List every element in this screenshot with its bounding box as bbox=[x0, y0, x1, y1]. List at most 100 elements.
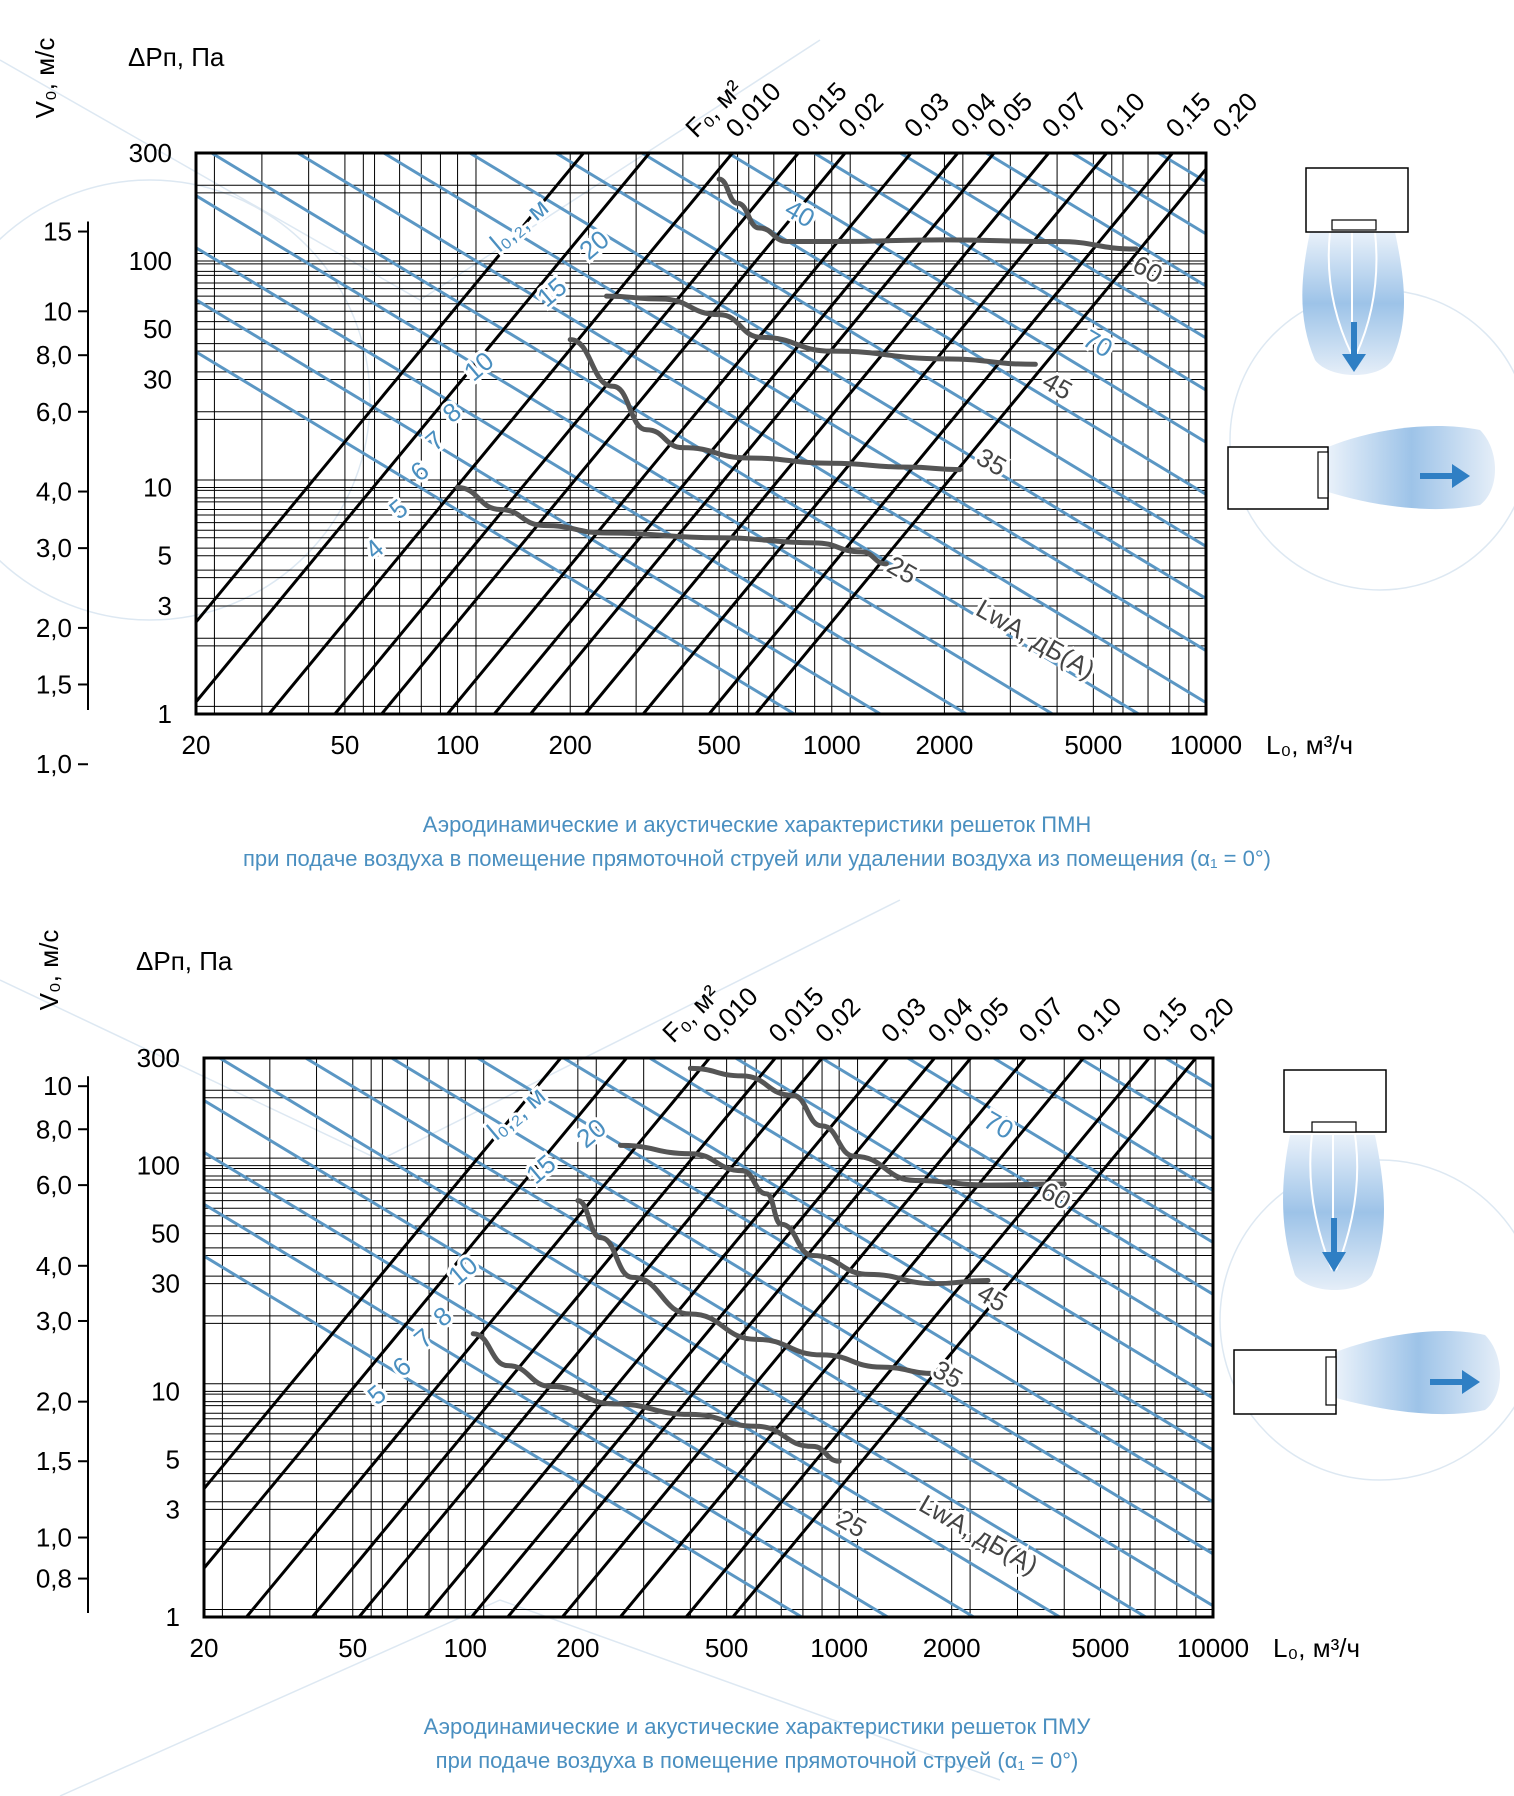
throw-line bbox=[555, 153, 1206, 549]
throw-line-label: 7 bbox=[408, 1322, 438, 1354]
throw-line bbox=[204, 1098, 1061, 1617]
x-tick-label: 2000 bbox=[923, 1633, 981, 1663]
area-line-label: 0,03 bbox=[898, 86, 955, 143]
area-line-label: 0,05 bbox=[981, 86, 1038, 143]
throw-line bbox=[813, 153, 1206, 392]
area-line-label: 0,03 bbox=[875, 991, 932, 1048]
y-tick-label: 300 bbox=[137, 1043, 180, 1073]
x-tick-label: 10000 bbox=[1177, 1633, 1249, 1663]
noise-line-label: 35 bbox=[928, 1354, 968, 1394]
throw-line bbox=[196, 193, 1054, 714]
y-tick-label: 10 bbox=[151, 1376, 180, 1406]
throw-line bbox=[204, 1150, 975, 1617]
chart-pmu: 20 50 100 200 500 1000 2000 5000 10000 L₀, м³/ч 1 3… bbox=[34, 930, 1360, 1663]
grid bbox=[196, 153, 1206, 714]
y-tick-label: 100 bbox=[137, 1151, 180, 1181]
throw-line bbox=[727, 153, 1206, 444]
area-line bbox=[423, 1058, 890, 1617]
throw-line bbox=[906, 1058, 1213, 1245]
series-curve-45 bbox=[603, 293, 1038, 367]
area-line bbox=[204, 1058, 628, 1571]
area-line bbox=[245, 1058, 711, 1617]
series-curve-25 bbox=[455, 485, 889, 567]
series-curve-45 bbox=[617, 1142, 991, 1287]
v-tick-label: 6,0 bbox=[36, 1170, 72, 1200]
caption-pmn-line2: при подаче воздуха в помещение прямоточн… bbox=[243, 846, 1271, 871]
throw-line bbox=[820, 1058, 1213, 1297]
throw-line bbox=[992, 1058, 1213, 1193]
area-line-label: 0,10 bbox=[1094, 86, 1151, 143]
area-line-label: 0,15 bbox=[1160, 86, 1217, 143]
area-line bbox=[380, 153, 847, 714]
area-line-label: 0,15 bbox=[1136, 991, 1193, 1048]
v-tick-label: 4,0 bbox=[36, 1251, 72, 1281]
throw-line bbox=[196, 245, 968, 714]
throw-line bbox=[204, 1202, 889, 1617]
x-tick-label: 100 bbox=[436, 730, 479, 760]
throw-and-noise-lines bbox=[196, 153, 1206, 714]
y-tick-label: 1 bbox=[158, 699, 172, 729]
x-tick-label: 500 bbox=[697, 730, 740, 760]
v-tick-label: 2,0 bbox=[36, 613, 72, 643]
area-line bbox=[267, 153, 734, 714]
x-tick-label: 5000 bbox=[1072, 1633, 1130, 1663]
area-lines bbox=[204, 1058, 1198, 1617]
throw-line-label: 20 bbox=[573, 224, 614, 266]
x-tick-label: 5000 bbox=[1064, 730, 1122, 760]
throw-line bbox=[641, 153, 1206, 497]
caption-pmu-line2: при подаче воздуха в помещение прямоточн… bbox=[435, 1748, 1079, 1773]
v-tick-label: 0,8 bbox=[36, 1564, 72, 1594]
noise-line-label: 70 bbox=[979, 1105, 1019, 1145]
series-curve-60 bbox=[687, 1065, 1067, 1188]
throw-line-label: 6 bbox=[386, 1350, 416, 1382]
throw-and-noise-lines bbox=[204, 1058, 1213, 1617]
throw-line bbox=[218, 1058, 1147, 1617]
area-line bbox=[754, 166, 1206, 714]
series-curve-35 bbox=[567, 337, 963, 473]
x-tick-label: 2000 bbox=[916, 730, 974, 760]
area-line-label: 0,10 bbox=[1070, 991, 1127, 1048]
chart-pmn: 20 50 100 200 500 1000 2000 5000 10000 L₀, м³/ч 1 3… bbox=[30, 38, 1353, 780]
area-line-label: 0,20 bbox=[1206, 86, 1263, 143]
wall-grille-side-jet-icon bbox=[1227, 426, 1495, 510]
ceiling-diffuser-down-jet-icon bbox=[1302, 167, 1409, 375]
throw-line bbox=[734, 1058, 1213, 1348]
area-line bbox=[561, 1058, 1027, 1617]
v-tick-label: 1,5 bbox=[36, 669, 72, 699]
x-tick-label: 50 bbox=[330, 730, 359, 760]
v-tick-label: 4,0 bbox=[36, 477, 72, 507]
throw-line-label: 8 bbox=[427, 1300, 457, 1332]
x-tick-label: 20 bbox=[190, 1633, 219, 1663]
y-tick-label: 300 bbox=[129, 138, 172, 168]
v-tick-label: 2,0 bbox=[36, 1387, 72, 1417]
area-line bbox=[470, 1058, 936, 1617]
x-tick-label: 100 bbox=[444, 1633, 487, 1663]
v-tick-label: 3,0 bbox=[36, 1306, 72, 1336]
caption-pmu-line1: Аэродинамические и акустические характер… bbox=[423, 1714, 1091, 1739]
v-tick-label: 8,0 bbox=[36, 1114, 72, 1144]
v-tick-label: 10 bbox=[43, 296, 72, 326]
y-axis-label: ΔPп, Па bbox=[128, 42, 225, 72]
ceiling-diffuser-down-jet-icon bbox=[1283, 1069, 1387, 1290]
x-tick-label: 1000 bbox=[803, 730, 861, 760]
area-line bbox=[493, 153, 959, 714]
throw-line bbox=[469, 153, 1206, 601]
x-tick-label: 20 bbox=[182, 730, 211, 760]
v-tick-label: 3,0 bbox=[36, 533, 72, 563]
v-tick-label: 1,0 bbox=[36, 1523, 72, 1553]
area-line bbox=[357, 1058, 824, 1617]
x-tick-label: 1000 bbox=[810, 1633, 868, 1663]
area-line bbox=[731, 1058, 1198, 1617]
area-line bbox=[311, 1058, 777, 1617]
throw-line bbox=[899, 153, 1206, 340]
grid bbox=[204, 1058, 1213, 1617]
throw-line-label: 6 bbox=[404, 455, 434, 487]
y-tick-label: 30 bbox=[151, 1269, 180, 1299]
y-tick-label: 3 bbox=[158, 591, 172, 621]
y-tick-label: 5 bbox=[158, 541, 172, 571]
v-axis-label: V₀, м/с bbox=[34, 930, 64, 1011]
wall-grille-side-jet-icon bbox=[1233, 1331, 1500, 1415]
area-line bbox=[619, 1058, 1085, 1617]
throw-line bbox=[210, 153, 1140, 714]
